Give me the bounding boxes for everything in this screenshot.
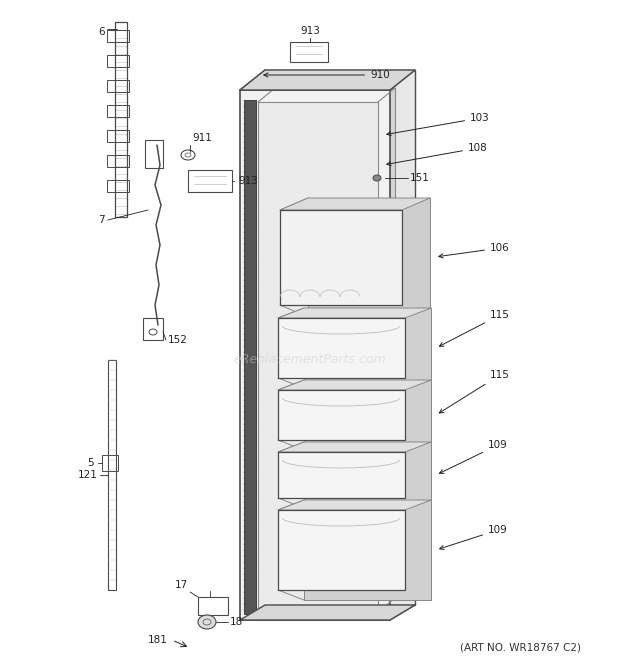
Bar (107, 105, 129, 117)
Polygon shape (280, 210, 402, 305)
Text: 108: 108 (387, 143, 488, 166)
Polygon shape (278, 500, 431, 510)
Text: 913: 913 (238, 176, 258, 186)
Polygon shape (278, 452, 405, 498)
Polygon shape (304, 442, 431, 508)
Bar (107, 80, 129, 92)
Text: 152: 152 (168, 335, 188, 345)
Text: (ART NO. WR18767 C2): (ART NO. WR18767 C2) (459, 643, 580, 653)
Polygon shape (278, 390, 405, 440)
Text: 151: 151 (410, 173, 430, 183)
Ellipse shape (373, 175, 381, 181)
Polygon shape (275, 88, 395, 598)
Polygon shape (304, 380, 431, 450)
Text: 106: 106 (439, 243, 510, 258)
Text: 115: 115 (440, 370, 510, 413)
Bar (107, 155, 129, 167)
Polygon shape (240, 70, 415, 90)
Text: 181: 181 (148, 635, 168, 645)
Polygon shape (278, 380, 431, 390)
Text: 7: 7 (99, 215, 105, 225)
Polygon shape (278, 308, 431, 318)
Polygon shape (278, 318, 405, 378)
Bar (188, 170, 232, 192)
Text: 115: 115 (440, 310, 510, 346)
Polygon shape (278, 510, 405, 590)
Polygon shape (308, 198, 430, 317)
Polygon shape (280, 198, 430, 210)
Bar (290, 42, 328, 62)
Text: 911: 911 (192, 133, 212, 143)
Polygon shape (304, 500, 431, 600)
Polygon shape (278, 442, 431, 452)
Bar (145, 140, 163, 168)
Text: 109: 109 (440, 440, 508, 473)
Bar (198, 597, 228, 615)
Polygon shape (258, 102, 378, 612)
Text: 913: 913 (300, 26, 320, 36)
Polygon shape (304, 308, 431, 388)
Polygon shape (240, 605, 415, 620)
Text: eReplacementParts.com: eReplacementParts.com (234, 354, 386, 366)
Text: 17: 17 (175, 580, 188, 590)
Bar (107, 130, 129, 142)
Ellipse shape (198, 615, 216, 629)
Text: 6: 6 (99, 27, 105, 37)
Polygon shape (240, 90, 390, 620)
Polygon shape (265, 70, 415, 605)
Bar (143, 318, 163, 340)
Polygon shape (244, 100, 256, 614)
Text: 109: 109 (440, 525, 508, 549)
Text: 18: 18 (230, 617, 243, 627)
Text: 5: 5 (87, 458, 94, 468)
Bar (108, 360, 116, 590)
Bar (107, 30, 129, 42)
Text: 103: 103 (387, 113, 490, 136)
Text: 910: 910 (264, 70, 390, 80)
Bar (102, 455, 118, 471)
Text: 121: 121 (78, 470, 98, 480)
Bar (107, 180, 129, 192)
Bar (115, 22, 127, 217)
Bar (107, 55, 129, 67)
